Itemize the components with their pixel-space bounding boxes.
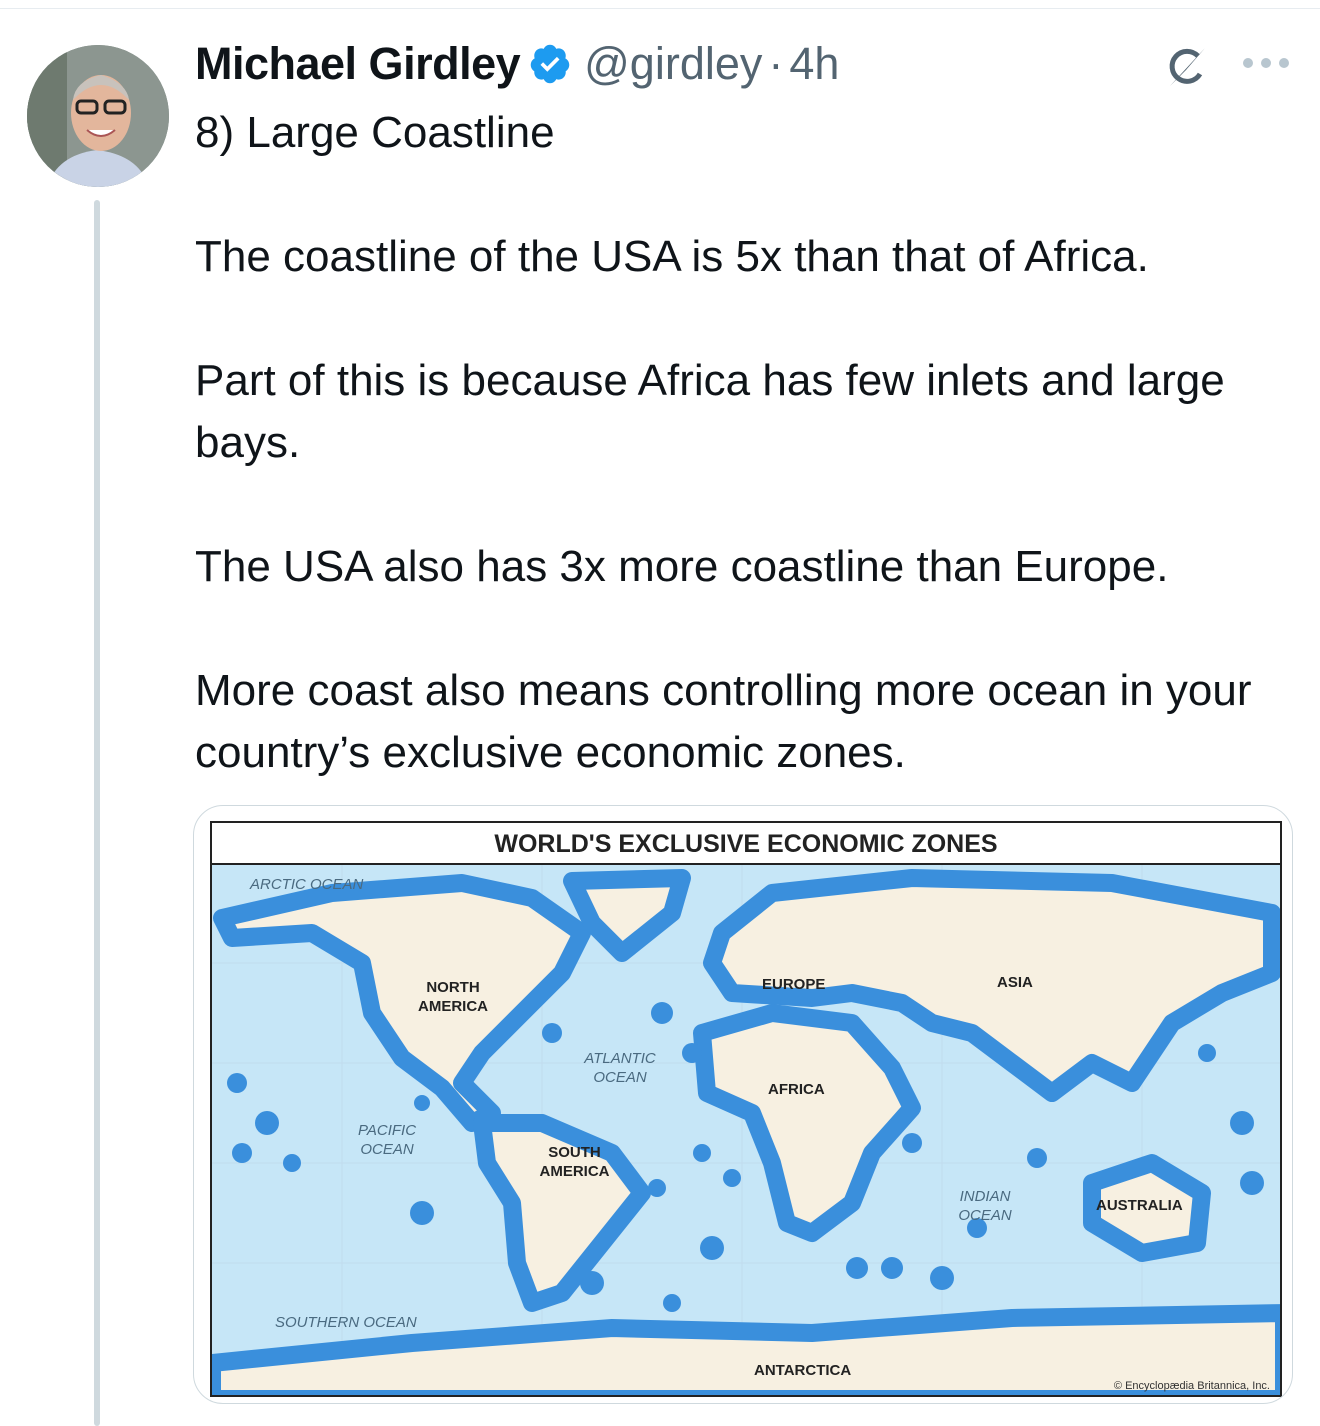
map-credit: © Encyclopædia Britannica, Inc.: [1113, 1380, 1270, 1392]
ocean-label: SOUTHERN OCEAN: [275, 1314, 417, 1331]
eez-map: WORLD'S EXCLUSIVE ECONOMIC ZONES ARCTIC …: [210, 821, 1282, 1397]
ocean-label: INDIAN OCEAN: [958, 1188, 1012, 1224]
ocean-label: ATLANTIC OCEAN: [584, 1050, 656, 1086]
more-icon[interactable]: [1243, 58, 1289, 68]
south-america: [473, 1114, 651, 1312]
author-name[interactable]: Michael Girdley: [195, 38, 521, 89]
ocean-label: PACIFIC OCEAN: [357, 1122, 417, 1158]
north-america: [213, 874, 591, 1132]
continent-label: ASIA: [997, 974, 1033, 991]
continent-label: ANTARCTICA: [754, 1362, 852, 1379]
continent-label: NORTH AMERICA: [418, 979, 488, 1015]
continent-label: AUSTRALIA: [1096, 1197, 1183, 1214]
tweet-paragraph: 8) Large Coastline: [195, 108, 555, 157]
tweet-paragraph: The coastline of the USA is 5x than that…: [195, 232, 1149, 281]
africa: [693, 1004, 921, 1242]
continent-label: EUROPE: [762, 976, 826, 993]
author-handle[interactable]: @girdley: [584, 38, 763, 89]
eurasia: [703, 869, 1280, 1102]
continent-label: AFRICA: [768, 1081, 825, 1098]
tweet-text: 8) Large Coastline The coastline of the …: [195, 102, 1295, 846]
tweet-header: Michael Girdley @girdley · 4h: [195, 38, 839, 90]
timestamp[interactable]: 4h: [789, 38, 840, 89]
divider: [0, 8, 1320, 9]
map-drawing: [212, 865, 1280, 1395]
tweet-paragraph: Part of this is because Africa has few i…: [195, 356, 1225, 467]
verified-badge-icon: [530, 44, 570, 84]
tweet-paragraph: The USA also has 3x more coastline than …: [195, 542, 1169, 591]
australia: [1083, 1154, 1211, 1262]
thread-line: [94, 200, 100, 1426]
continent-label: SOUTH AMERICA: [539, 1144, 610, 1180]
separator: ·: [768, 38, 784, 89]
grok-icon[interactable]: [1162, 42, 1212, 92]
greenland: [563, 869, 691, 962]
antarctica: [212, 1304, 1280, 1395]
avatar[interactable]: [27, 45, 169, 187]
ocean-label: ARCTIC OCEAN: [250, 876, 364, 893]
map-title: WORLD'S EXCLUSIVE ECONOMIC ZONES: [212, 823, 1280, 865]
tweet-paragraph: More coast also means controlling more o…: [195, 666, 1252, 777]
tweet-media[interactable]: WORLD'S EXCLUSIVE ECONOMIC ZONES ARCTIC …: [193, 805, 1293, 1404]
